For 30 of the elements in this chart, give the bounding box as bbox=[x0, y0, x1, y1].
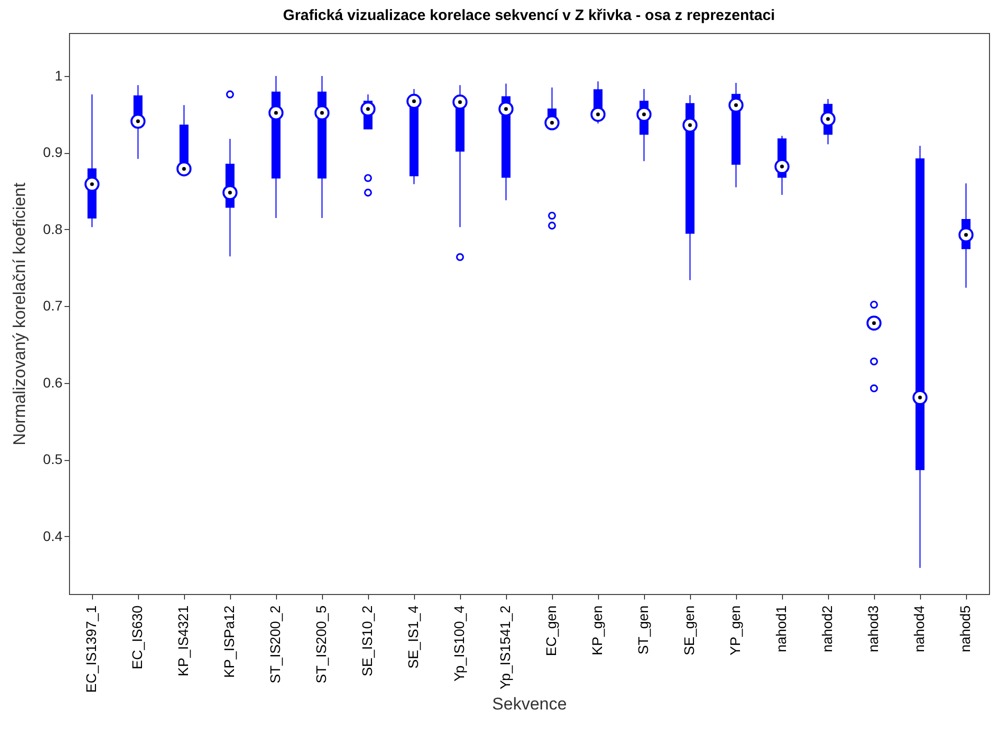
x-tick-label: YP_gen bbox=[727, 606, 743, 656]
x-tick-label: SE_IS1_4 bbox=[405, 605, 421, 669]
y-tick-label: 0.6 bbox=[43, 374, 63, 390]
x-tick-label: Yp_IS100_4 bbox=[451, 605, 467, 682]
x-axis-title: Sekvence bbox=[492, 694, 567, 714]
x-tick-label: nahod1 bbox=[773, 605, 789, 652]
x-tick-label: KP_ISPa12 bbox=[221, 605, 237, 678]
y-tick-label: 1 bbox=[54, 67, 63, 84]
x-tick-label: SE_IS10_2 bbox=[359, 605, 375, 676]
x-tick-label: EC_gen bbox=[543, 606, 559, 656]
x-tick-label: ST_gen bbox=[635, 606, 651, 655]
x-tick-label: nahod2 bbox=[819, 605, 835, 652]
x-tick-label: EC_IS630 bbox=[129, 605, 145, 670]
chart-title: Grafická vizualizace korelace sekvencí v Z křivka - osa z reprezentaci bbox=[283, 7, 775, 24]
x-tick-label: ST_IS200_2 bbox=[267, 605, 283, 684]
y-tick-label: 0.4 bbox=[43, 528, 63, 544]
y-tick-label: 0.8 bbox=[43, 220, 63, 237]
y-tick-label: 0.5 bbox=[43, 451, 63, 468]
y-axis-title: Normalizovaný korelační koeficient bbox=[10, 182, 30, 446]
y-tick-label: 0.9 bbox=[43, 144, 63, 160]
x-tick-label: ST_IS200_5 bbox=[313, 605, 329, 684]
x-tick-label: nahod4 bbox=[911, 605, 927, 652]
x-tick-label: EC_IS1397_1 bbox=[83, 605, 99, 693]
x-tick-label: SE_gen bbox=[681, 606, 697, 656]
x-tick-label: nahod3 bbox=[865, 605, 881, 652]
x-tick-label: Yp_IS1541_2 bbox=[497, 605, 513, 690]
x-tick-label: KP_IS4321 bbox=[175, 605, 191, 676]
x-tick-label: KP_gen bbox=[589, 606, 605, 656]
y-tick-label: 0.7 bbox=[43, 298, 63, 314]
x-tick-label: nahod5 bbox=[957, 605, 973, 652]
